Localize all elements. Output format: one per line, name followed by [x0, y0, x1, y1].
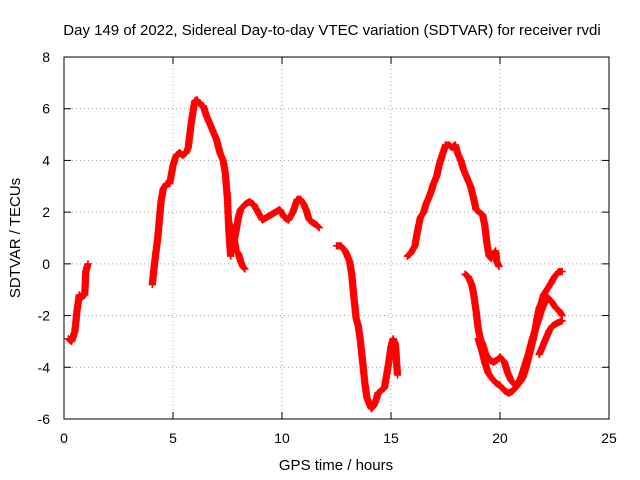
axis-ticks: 0 5 10 15 20 25 -6 -4 -2 0 2 4 6 8: [38, 49, 617, 446]
y-tick-label: 4: [42, 152, 50, 168]
data-segment: [474, 293, 566, 397]
x-tick-label: 25: [601, 430, 617, 446]
plus-markers: [474, 293, 566, 397]
x-tick-label: 5: [169, 430, 177, 446]
y-axis-label: SDTVAR / TECUs: [7, 178, 24, 298]
x-tick-label: 20: [492, 430, 508, 446]
data-segment: [228, 195, 323, 255]
data-segment: [148, 95, 235, 289]
y-tick-label: 6: [42, 101, 50, 117]
x-tick-label: 10: [274, 430, 290, 446]
plus-markers: [228, 195, 323, 255]
y-tick-label: -2: [38, 308, 51, 324]
plus-markers: [535, 316, 566, 359]
plot-frame: [63, 56, 610, 420]
x-axis-label: GPS time / hours: [279, 457, 393, 474]
data-segment: [64, 260, 92, 346]
y-tick-label: -6: [38, 411, 51, 427]
data-segment: [535, 316, 566, 359]
data-segment: [228, 221, 249, 273]
plus-markers: [332, 242, 402, 413]
y-tick-label: -4: [38, 359, 51, 375]
plus-markers: [228, 221, 249, 273]
plus-markers: [64, 260, 92, 346]
plus-markers: [148, 95, 235, 289]
x-tick-label: 0: [60, 430, 68, 446]
data-segment: [332, 242, 402, 413]
plus-markers: [403, 141, 503, 271]
x-tick-label: 15: [383, 430, 399, 446]
y-tick-label: 0: [42, 256, 50, 272]
data-series: [64, 95, 566, 413]
chart-title: Day 149 of 2022, Sidereal Day-to-day VTE…: [63, 22, 600, 39]
y-tick-label: 8: [42, 49, 50, 65]
grid-lines: [64, 57, 609, 419]
data-segment: [403, 141, 503, 271]
y-tick-label: 2: [42, 204, 50, 220]
